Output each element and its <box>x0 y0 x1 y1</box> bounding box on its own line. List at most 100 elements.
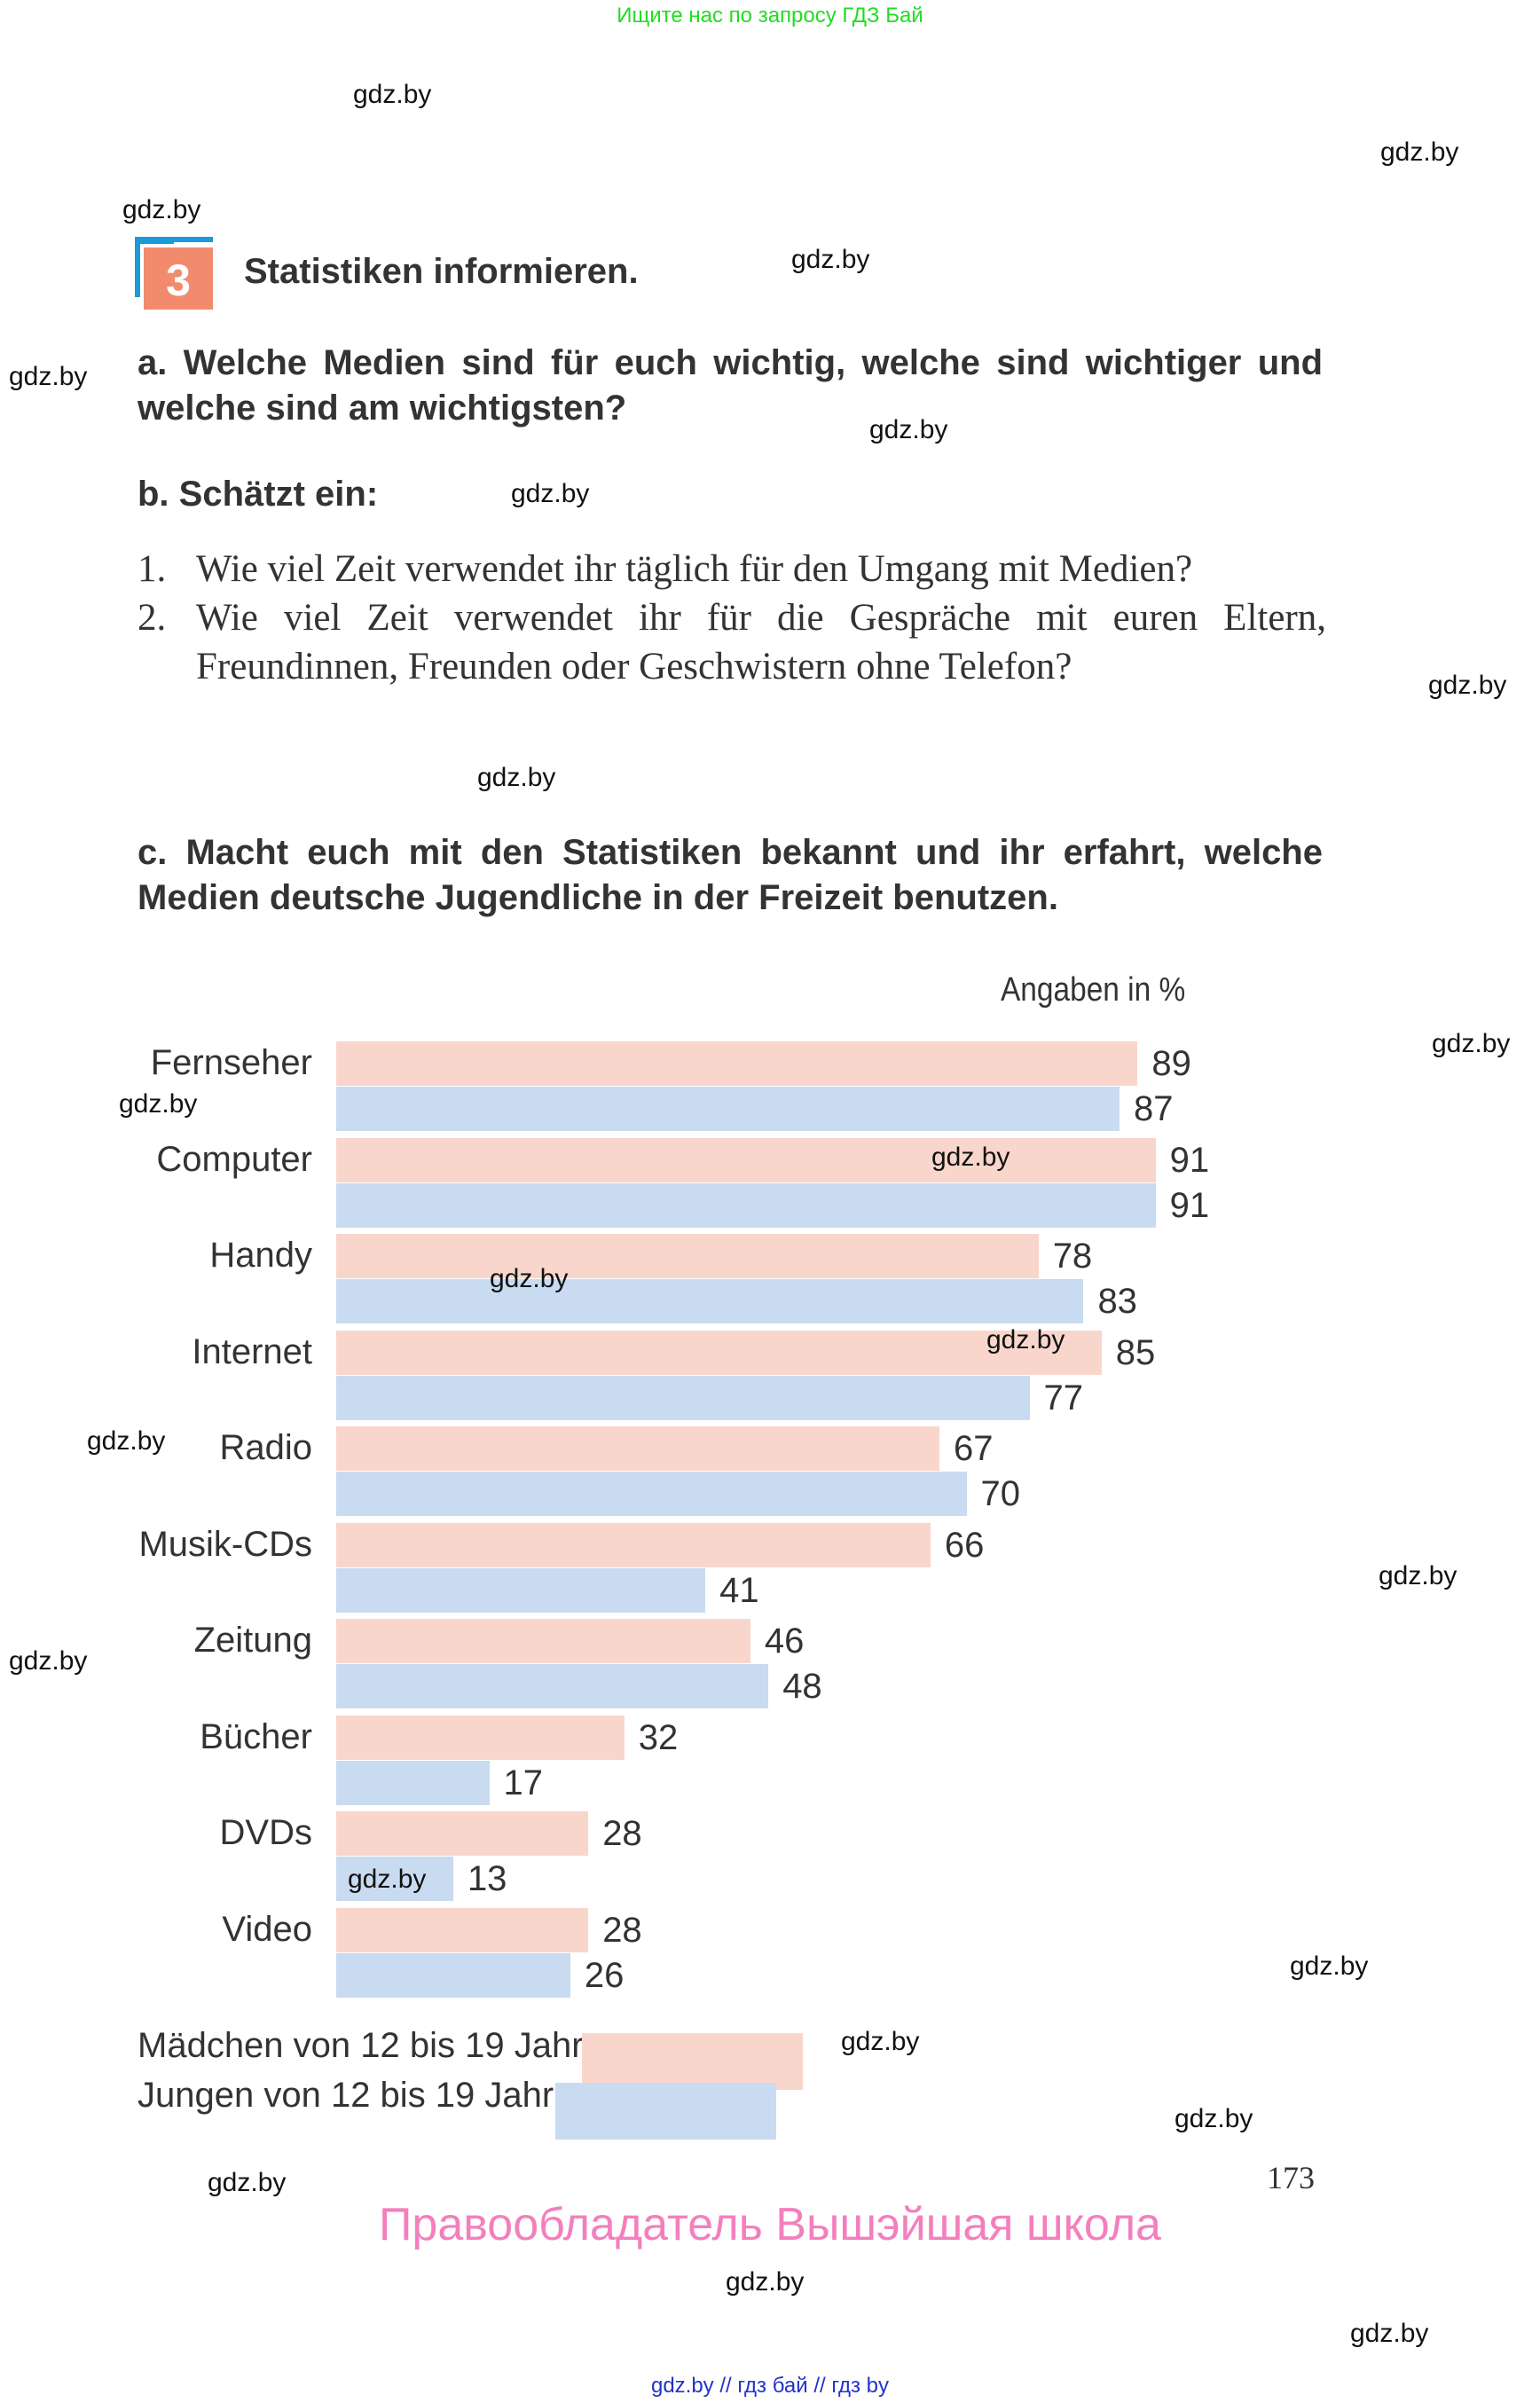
chart-category-group: Fernseher 89 87 <box>0 1041 1540 1131</box>
chart-category-group: Musik-CDs 66 41 <box>0 1522 1540 1613</box>
watermark: gdz.by <box>931 1143 1010 1172</box>
value-label-girls: 78 <box>1052 1237 1093 1276</box>
value-label-boys: 26 <box>584 1955 625 1995</box>
page-number: 173 <box>1267 2160 1315 2195</box>
value-label-girls: 32 <box>638 1717 679 1757</box>
bar-boys <box>336 1375 1030 1420</box>
value-label-girls: 66 <box>944 1525 985 1565</box>
bar-girls <box>336 1137 1156 1182</box>
watermark: gdz.by <box>122 195 201 224</box>
bar-boys <box>336 1087 1120 1131</box>
category-label: Radio <box>219 1428 312 1467</box>
top-banner[interactable]: Ищите нас по запросу ГДЗ Бай <box>617 4 923 27</box>
chart-category-group: Video 28 26 <box>0 1907 1540 1998</box>
value-label-girls: 67 <box>954 1429 994 1468</box>
value-label-boys: 70 <box>980 1474 1021 1513</box>
list-item: 1. Wie viel Zeit verwendet ihr täglich f… <box>138 545 1326 593</box>
value-label-boys: 77 <box>1043 1378 1084 1417</box>
value-label-girls: 28 <box>602 1814 642 1853</box>
watermark: gdz.by <box>869 415 948 444</box>
value-label-boys: 41 <box>719 1570 759 1610</box>
watermark: gdz.by <box>986 1325 1065 1355</box>
copyright-notice: Правообладатель Вышэйшая школа <box>379 2199 1161 2250</box>
bar-girls <box>336 1234 1039 1278</box>
watermark: gdz.by <box>841 2027 920 2056</box>
bar-boys <box>336 1182 1156 1228</box>
value-label-girls: 85 <box>1115 1332 1156 1372</box>
category-label: Computer <box>156 1139 312 1179</box>
chart-category-group: Bücher 32 17 <box>0 1715 1540 1805</box>
chart-category-group: Zeitung 46 48 <box>0 1619 1540 1708</box>
chart-category-group: Handy 78 83 <box>0 1234 1540 1323</box>
value-label-boys: 91 <box>1169 1185 1210 1225</box>
value-label-boys: 48 <box>782 1667 822 1706</box>
category-label: Fernseher <box>150 1043 312 1082</box>
watermark: gdz.by <box>348 1865 427 1894</box>
watermark: gdz.by <box>208 2168 287 2197</box>
value-label-girls: 28 <box>602 1910 642 1950</box>
watermark: gdz.by <box>9 1646 88 1676</box>
watermark: gdz.by <box>791 245 870 274</box>
legend-swatch-girls <box>582 2033 803 2090</box>
watermark: gdz.by <box>1428 671 1507 700</box>
bar-girls <box>336 1041 1138 1086</box>
value-label-boys: 13 <box>467 1859 507 1898</box>
watermark: gdz.by <box>1432 1029 1511 1058</box>
watermark: gdz.by <box>1379 1561 1458 1590</box>
legend-swatch-boys <box>555 2083 776 2140</box>
task-number-badge: 3 <box>135 237 224 311</box>
bar-girls <box>336 1715 625 1760</box>
watermark: gdz.by <box>87 1426 166 1456</box>
chart-category-group: Radio 67 70 <box>0 1426 1540 1516</box>
watermark: gdz.by <box>1290 1951 1369 1981</box>
watermark: gdz.by <box>1380 137 1459 167</box>
list-text: Wie viel Zeit verwendet ihr für die Gesp… <box>196 597 1326 687</box>
bar-girls <box>336 1619 750 1663</box>
bar-boys <box>336 1567 706 1613</box>
chart-category-group: Internet 85 77 <box>0 1330 1540 1420</box>
bar-boys <box>336 1472 967 1516</box>
category-label: Musik-CDs <box>138 1524 312 1564</box>
watermark: gdz.by <box>490 1264 569 1293</box>
question-b: b. Schätzt ein: <box>138 475 379 514</box>
bar-girls <box>336 1907 589 1952</box>
category-label: Zeitung <box>193 1621 312 1660</box>
question-b-list: 1. Wie viel Zeit verwendet ihr täglich f… <box>138 545 1326 691</box>
task-number: 3 <box>140 244 213 310</box>
footer-links[interactable]: gdz.by // гдз бай // гдз by <box>650 2374 890 2398</box>
value-label-boys: 83 <box>1097 1282 1137 1321</box>
bar-girls <box>336 1522 931 1567</box>
task-title: Statistiken informieren. <box>244 252 639 291</box>
category-label: Video <box>222 1909 312 1949</box>
category-label: Bücher <box>200 1716 312 1756</box>
chart-unit-label: Angaben in % <box>1001 971 1186 1009</box>
question-a: a. Welche Medien sind für euch wichtig, … <box>138 343 1323 428</box>
legend-label-boys: Jungen von 12 bis 19 Jahren <box>138 2076 593 2115</box>
value-label-girls: 46 <box>764 1622 805 1661</box>
bar-girls <box>336 1426 940 1471</box>
list-number: 2. <box>138 597 167 639</box>
list-text: Wie viel Zeit verwendet ihr täglich für … <box>196 548 1193 590</box>
chart-category-group: Computer 91 91 <box>0 1137 1540 1228</box>
bar-girls <box>336 1811 589 1856</box>
category-label: Internet <box>192 1331 312 1371</box>
value-label-girls: 89 <box>1151 1044 1191 1083</box>
bar-boys <box>336 1760 490 1805</box>
bar-boys <box>336 1952 570 1998</box>
category-label: DVDs <box>219 1813 312 1852</box>
watermark: gdz.by <box>9 362 88 391</box>
value-label-girls: 91 <box>1169 1140 1210 1180</box>
list-number: 1. <box>138 548 167 590</box>
category-label: Handy <box>209 1236 312 1275</box>
bar-boys <box>336 1279 1084 1323</box>
bar-girls <box>336 1330 1102 1375</box>
value-label-boys: 87 <box>1134 1089 1174 1128</box>
list-item: 2. Wie viel Zeit verwendet ihr für die G… <box>138 593 1326 691</box>
watermark: gdz.by <box>726 2267 805 2297</box>
bar-boys <box>336 1857 453 1901</box>
watermark: gdz.by <box>511 479 590 508</box>
bar-boys <box>336 1664 769 1708</box>
watermark: gdz.by <box>119 1089 198 1119</box>
legend-label-girls: Mädchen von 12 bis 19 Jahren <box>138 2026 624 2065</box>
watermark: gdz.by <box>353 80 432 109</box>
